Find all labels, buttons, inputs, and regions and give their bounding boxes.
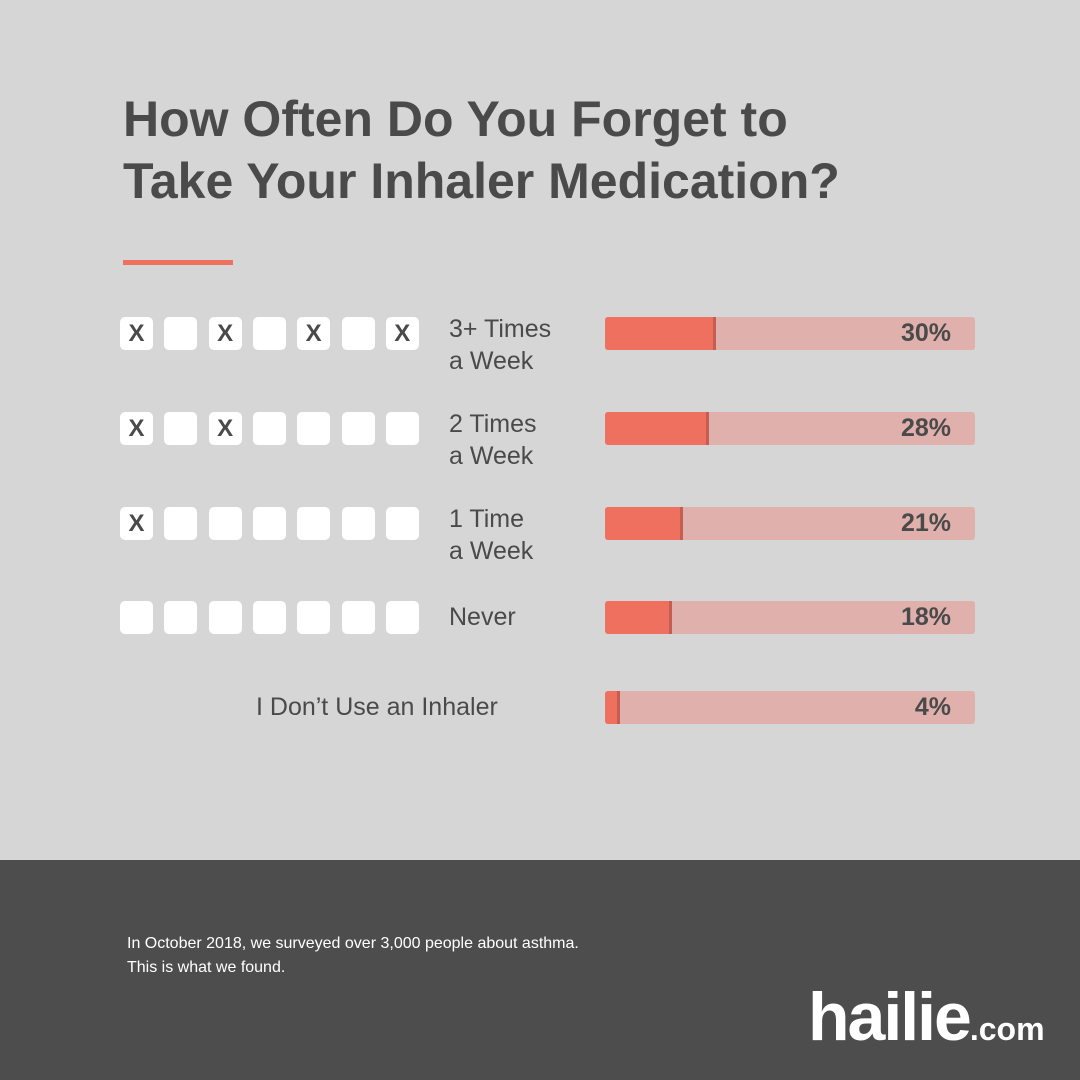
bar-value-label: 18% <box>900 603 951 631</box>
category-label-line: Never <box>449 603 516 631</box>
missed-day-box: X <box>120 507 153 540</box>
day-box <box>164 507 198 540</box>
missed-day-box: X <box>120 317 153 350</box>
bar-track: 28% <box>605 412 975 445</box>
bar <box>605 691 620 724</box>
category-label-line: a Week <box>449 347 534 375</box>
category-label: Never <box>449 601 516 633</box>
bar-value-label: 4% <box>914 693 951 721</box>
day-box <box>164 317 198 350</box>
category-label-line: I Don’t Use an Inhaler <box>256 693 498 721</box>
bar <box>605 507 683 540</box>
day-box <box>385 412 419 445</box>
day-box <box>252 507 286 540</box>
day-box <box>341 317 375 350</box>
missed-day-box: X <box>120 412 153 445</box>
footer: In October 2018, we surveyed over 3,000 … <box>0 860 1080 1080</box>
day-box <box>208 601 242 634</box>
chart-row: I Don’t Use an Inhaler 4% <box>0 691 1080 751</box>
day-box <box>341 601 375 634</box>
day-box <box>164 601 198 634</box>
day-box <box>385 507 419 540</box>
day-box <box>252 601 286 634</box>
logo-suffix: .com <box>969 1011 1045 1047</box>
chart-title-line-2: Take Your Inhaler Medication? <box>123 153 840 209</box>
day-box <box>385 601 419 634</box>
bar <box>605 412 709 445</box>
chart-title: How Often Do You Forget to Take Your Inh… <box>123 88 1003 212</box>
category-label-line: a Week <box>449 442 534 470</box>
hailie-logo: hailie.com <box>808 978 1045 1056</box>
survey-note-line-2: This is what we found. <box>127 959 286 976</box>
chart-row: X X X X 3+ Times a Week 30% <box>0 315 1080 377</box>
category-label: I Don’t Use an Inhaler <box>256 691 498 723</box>
category-label: 2 Times a Week <box>449 408 537 472</box>
logo-wordmark: hailie <box>808 979 972 1055</box>
bar <box>605 317 716 350</box>
chart-row: X 1 Time a Week 21% <box>0 505 1080 567</box>
bar-track: 4% <box>605 691 975 724</box>
missed-day-box: X <box>208 412 242 445</box>
day-box <box>252 412 286 445</box>
day-box <box>297 601 331 634</box>
bar-track: 18% <box>605 601 975 634</box>
day-box <box>341 412 375 445</box>
bar-value-label: 28% <box>900 414 951 442</box>
day-box <box>208 507 242 540</box>
chart-title-line-1: How Often Do You Forget to <box>123 91 788 147</box>
missed-day-box: X <box>385 317 419 350</box>
category-label-line: 3+ Times <box>449 315 552 343</box>
chart-row: Never 18% <box>0 601 1080 661</box>
category-label-line: 2 Times <box>449 410 537 438</box>
day-box <box>297 507 331 540</box>
survey-note: In October 2018, we surveyed over 3,000 … <box>127 932 579 980</box>
bar-value-label: 21% <box>900 509 951 537</box>
category-label-line: a Week <box>449 537 534 565</box>
bar-value-label: 30% <box>900 319 951 347</box>
survey-note-line-1: In October 2018, we surveyed over 3,000 … <box>127 935 579 952</box>
category-label: 1 Time a Week <box>449 503 533 567</box>
bar <box>605 601 672 634</box>
chart-row: X X 2 Times a Week 28% <box>0 410 1080 472</box>
day-box <box>164 412 198 445</box>
accent-divider <box>123 260 233 265</box>
day-box <box>341 507 375 540</box>
category-label-line: 1 Time <box>449 505 525 533</box>
day-box <box>252 317 286 350</box>
bar-track: 30% <box>605 317 975 350</box>
missed-day-box: X <box>297 317 331 350</box>
day-box <box>297 412 331 445</box>
day-box <box>120 601 153 634</box>
missed-day-box: X <box>208 317 242 350</box>
bar-track: 21% <box>605 507 975 540</box>
category-label: 3+ Times a Week <box>449 313 551 377</box>
